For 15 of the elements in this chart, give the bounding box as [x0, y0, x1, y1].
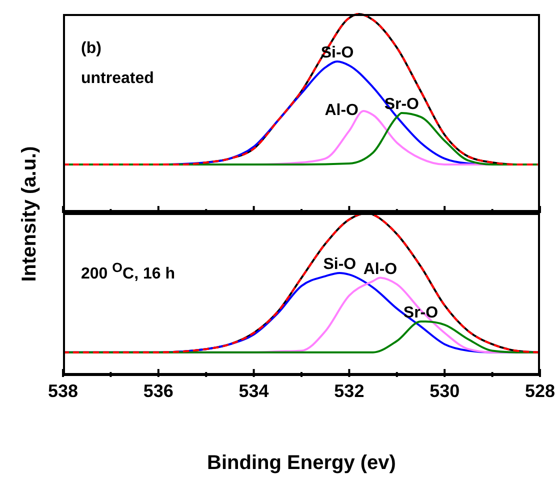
x-tick-label: 536: [143, 381, 174, 401]
y-axis-title: Intensity (a.u.): [18, 146, 42, 282]
x-tick-label: 538: [48, 381, 78, 401]
x-tick-label: 532: [334, 381, 364, 401]
x-tick-label: 534: [238, 381, 269, 401]
x-tick-label: 528: [524, 381, 556, 401]
series-label: Sr-O: [403, 304, 438, 322]
x-axis-title: Binding Energy (ev): [206, 452, 397, 475]
series-label: Al-O: [324, 102, 359, 120]
series-label: Si-O: [323, 256, 356, 273]
annotation: (b): [81, 39, 102, 59]
x-tick-label: 530: [430, 381, 460, 401]
annotation: untreated: [81, 69, 154, 89]
series-label: Al-O: [363, 260, 398, 278]
annotation: 200 $^{O}$C, 16 h: [81, 259, 175, 284]
